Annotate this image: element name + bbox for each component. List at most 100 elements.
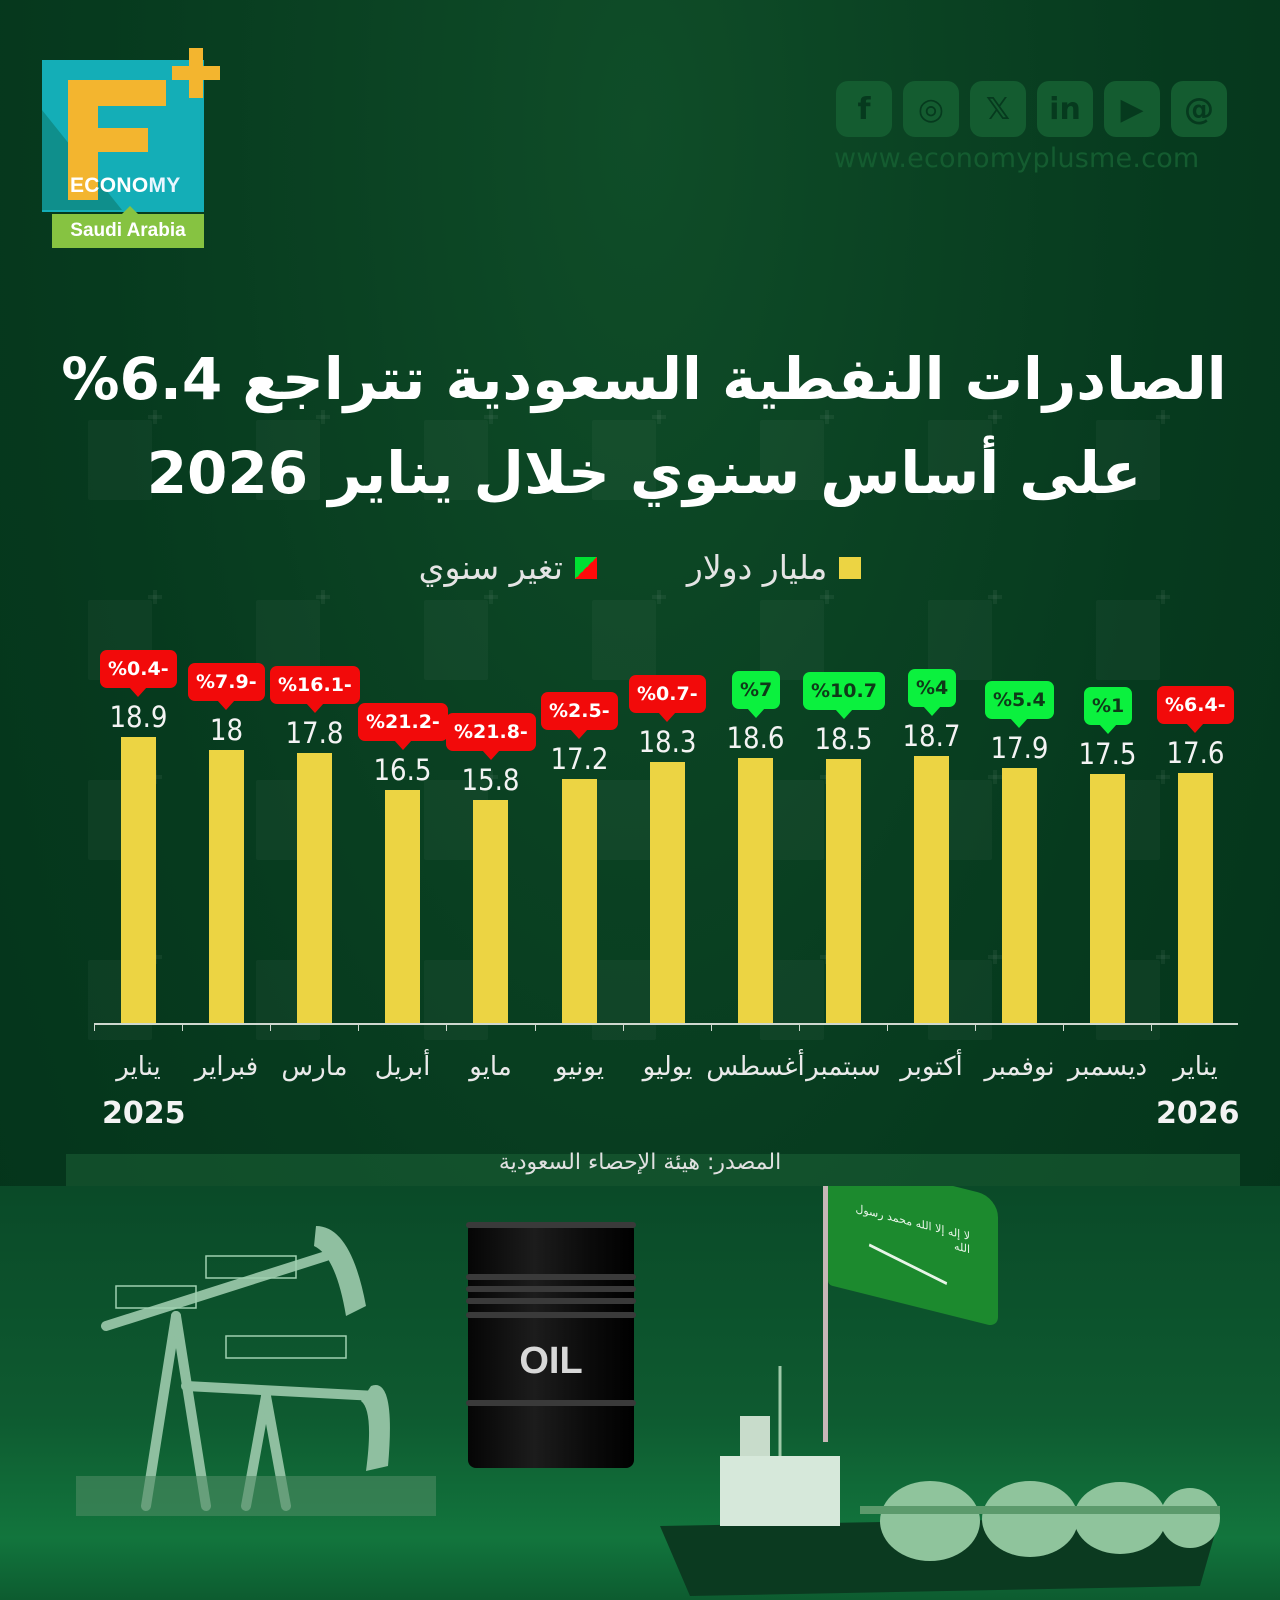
x-axis-month-label: أغسطس bbox=[706, 1052, 805, 1082]
flag-pole bbox=[823, 1186, 828, 1442]
source-strip bbox=[66, 1154, 1240, 1186]
bar-value-label: 18.9 bbox=[109, 700, 168, 734]
x-axis-tick bbox=[887, 1023, 888, 1031]
x-axis-tick bbox=[94, 1023, 95, 1031]
x-axis-tick bbox=[535, 1023, 536, 1031]
yoy-change-badge: %7.9- bbox=[188, 663, 265, 710]
yoy-change-badge: %10.7 bbox=[803, 672, 885, 719]
legend-change-label: تغير سنوي bbox=[418, 548, 563, 587]
lng-tanker-ship-icon bbox=[660, 1366, 1220, 1596]
youtube-icon[interactable]: ▶ bbox=[1104, 81, 1160, 137]
x-axis-month-label: ديسمبر bbox=[1067, 1052, 1148, 1082]
bar-month-5 bbox=[473, 800, 508, 1023]
illustration-scene: OIL لا إله إلا الله محمد رسول الله bbox=[0, 1186, 1280, 1600]
x-axis-month-label: أكتوبر bbox=[900, 1052, 963, 1082]
logo-word-part1: ECONO bbox=[70, 174, 149, 197]
logo-wordmark: ECONOMY bbox=[70, 174, 181, 198]
x-axis-month-label: سبتمبر bbox=[806, 1052, 881, 1082]
yoy-change-badge: %7 bbox=[732, 671, 781, 718]
bar-value-label: 17.5 bbox=[1078, 737, 1137, 771]
bar-value-label: 15.8 bbox=[461, 763, 520, 797]
bar-month-4 bbox=[385, 790, 420, 1023]
x-axis-month-label: مارس bbox=[281, 1052, 348, 1082]
bar-value-label: 17.6 bbox=[1166, 736, 1225, 770]
x-axis-tick bbox=[446, 1023, 447, 1031]
bar-month-9 bbox=[826, 759, 861, 1023]
logo-plus-icon-vertical bbox=[189, 48, 203, 98]
x-axis-tick bbox=[1063, 1023, 1064, 1031]
bar-month-11 bbox=[1002, 768, 1037, 1023]
legend-value-label: مليار دولار bbox=[686, 548, 828, 587]
chart-legend: مليار دولار تغير سنوي bbox=[0, 548, 1280, 587]
barrel-label: OIL bbox=[519, 1340, 583, 1382]
title-line-1: الصادرات النفطية السعودية تتراجع 6.4% bbox=[61, 345, 1227, 413]
title-line-2: على أساس سنوي خلال يناير 2026 bbox=[146, 439, 1142, 507]
logo-word-part2: MY bbox=[148, 174, 181, 197]
bar-month-10 bbox=[914, 756, 949, 1023]
year-label-start: 2025 bbox=[102, 1096, 186, 1131]
x-axis-month-label: يناير bbox=[1173, 1052, 1218, 1082]
yoy-change-badge: %21.2- bbox=[358, 703, 448, 750]
bar-month-2 bbox=[209, 750, 244, 1023]
instagram-icon[interactable]: ◎ bbox=[903, 81, 959, 137]
yoy-change-badge: %4 bbox=[908, 669, 957, 716]
website-url[interactable]: www.economyplusme.com bbox=[834, 143, 1200, 174]
x-axis-month-label: أبريل bbox=[374, 1052, 431, 1082]
x-axis-tick bbox=[270, 1023, 271, 1031]
year-label-end: 2026 bbox=[1156, 1096, 1240, 1131]
bar-value-label: 18 bbox=[209, 713, 244, 747]
bar-month-13 bbox=[1178, 773, 1213, 1023]
bar-value-label: 18.5 bbox=[814, 722, 873, 756]
bar-value-label: 17.8 bbox=[285, 716, 344, 750]
bar-month-1 bbox=[121, 737, 156, 1023]
yoy-change-badge: %16.1- bbox=[270, 666, 360, 713]
x-axis-month-label: مايو bbox=[469, 1052, 512, 1082]
bar-value-label: 17.2 bbox=[550, 742, 609, 776]
bar-month-7 bbox=[650, 762, 685, 1023]
linkedin-icon[interactable]: in bbox=[1037, 81, 1093, 137]
yoy-change-badge: %0.7- bbox=[629, 675, 706, 722]
bar-value-label: 18.3 bbox=[638, 725, 697, 759]
yoy-change-badge: %0.4- bbox=[100, 650, 177, 697]
x-axis-tick bbox=[623, 1023, 624, 1031]
green-red-swatch-icon bbox=[574, 556, 597, 579]
source-note: المصدر: هيئة الإحصاء السعودية bbox=[498, 1150, 782, 1175]
x-axis-tick bbox=[182, 1023, 183, 1031]
x-axis-month-label: فبراير bbox=[194, 1052, 259, 1082]
logo-e-letter bbox=[68, 80, 166, 200]
page-title: الصادرات النفطية السعودية تتراجع 6.4% عل… bbox=[60, 332, 1228, 520]
x-axis-tick bbox=[975, 1023, 976, 1031]
x-axis-month-label: نوفمبر bbox=[984, 1052, 1055, 1082]
bar-month-6 bbox=[562, 779, 597, 1023]
x-axis-line bbox=[94, 1023, 1238, 1025]
logo-tagline: Saudi Arabia bbox=[52, 206, 204, 248]
yoy-change-badge: %5.4 bbox=[985, 681, 1054, 728]
x-axis-month-label: يونيو bbox=[554, 1052, 605, 1082]
x-axis-month-label: يناير bbox=[116, 1052, 161, 1082]
yoy-change-badge: %21.8- bbox=[446, 713, 536, 760]
oil-barrel-icon: OIL bbox=[466, 1222, 636, 1468]
x-axis-tick bbox=[1151, 1023, 1152, 1031]
economy-plus-logo: ECONOMY Saudi Arabia bbox=[42, 44, 222, 252]
x-axis-tick bbox=[799, 1023, 800, 1031]
bar-month-3 bbox=[297, 753, 332, 1023]
threads-icon[interactable]: @ bbox=[1171, 81, 1227, 137]
bar-month-8 bbox=[738, 758, 773, 1023]
yellow-swatch-icon bbox=[839, 556, 862, 579]
x-icon[interactable]: 𝕏 bbox=[970, 81, 1026, 137]
x-axis-tick bbox=[358, 1023, 359, 1031]
yoy-change-badge: %1 bbox=[1084, 687, 1133, 734]
oil-pumpjack-icon bbox=[76, 1226, 436, 1516]
legend-item-value: مليار دولار bbox=[686, 548, 862, 587]
flag-sword-icon bbox=[868, 1243, 948, 1285]
bar-month-12 bbox=[1090, 774, 1125, 1023]
bar-value-label: 16.5 bbox=[373, 753, 432, 787]
flag-shahada-text: لا إله إلا الله محمد رسول الله bbox=[855, 1201, 970, 1257]
x-axis-month-label: يوليو bbox=[642, 1052, 693, 1082]
yoy-change-badge: %6.4- bbox=[1157, 686, 1234, 733]
facebook-icon[interactable]: f bbox=[836, 81, 892, 137]
bar-value-label: 18.7 bbox=[902, 719, 961, 753]
bar-value-label: 18.6 bbox=[726, 721, 785, 755]
